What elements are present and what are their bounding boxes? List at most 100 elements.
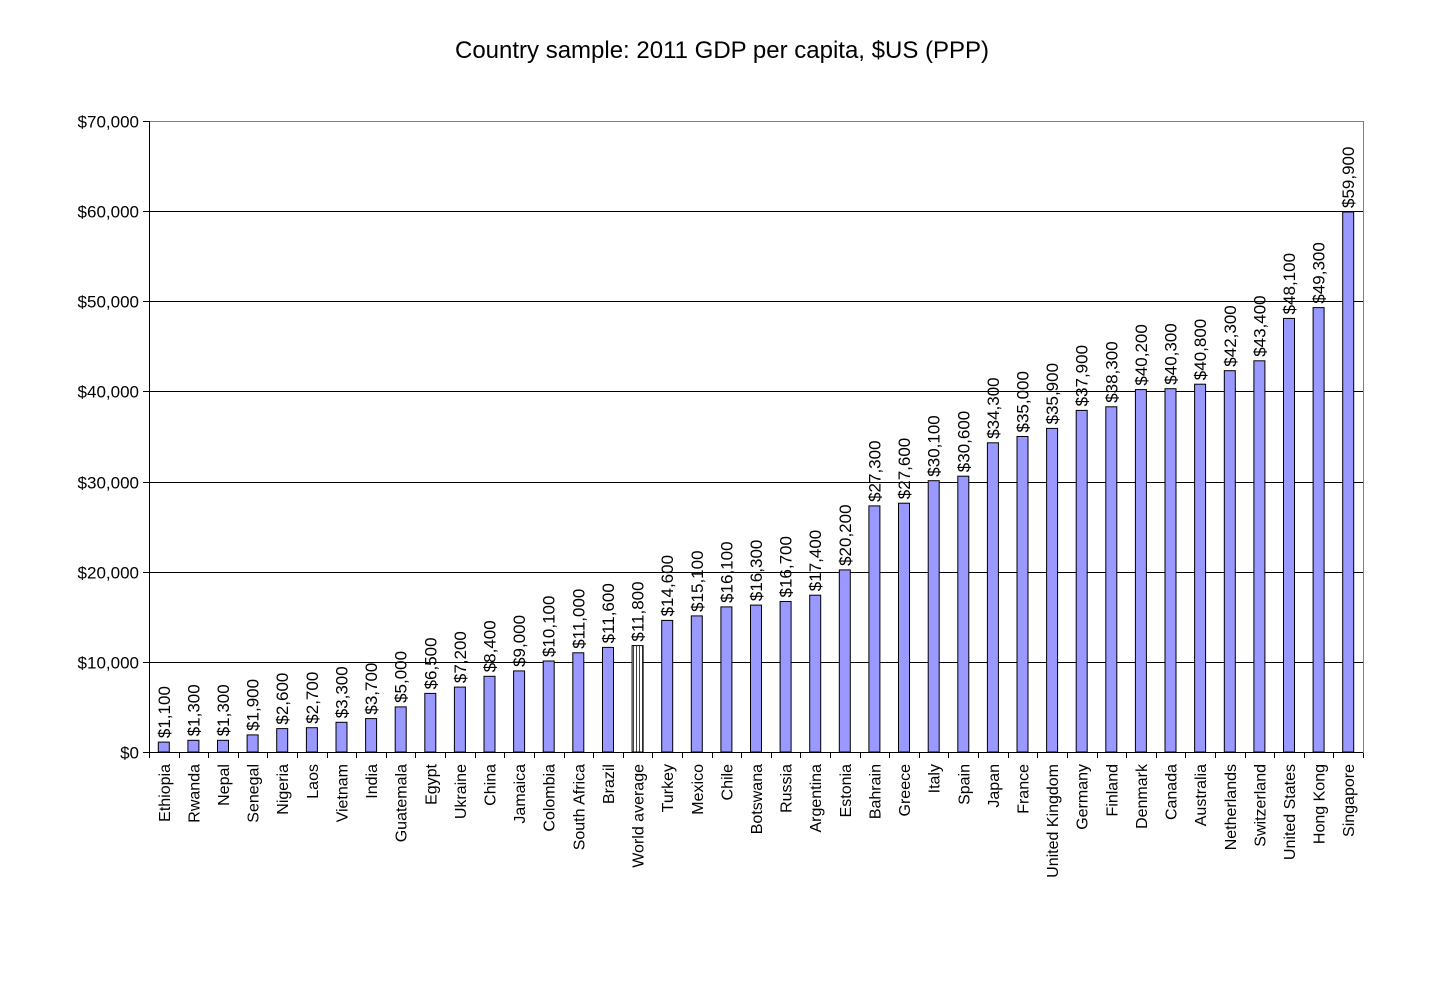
category-label: South Africa bbox=[571, 764, 588, 850]
chart-title: Country sample: 2011 GDP per capita, $US… bbox=[455, 37, 989, 64]
category-label: India bbox=[364, 764, 381, 799]
y-tick-label: $0 bbox=[120, 744, 139, 763]
category-label: United States bbox=[1282, 764, 1299, 860]
y-axis-ticks: $0 $10,000 $20,000 $30,000 $40,000 $50,000 $60… bbox=[78, 113, 149, 763]
bar bbox=[1075, 409, 1088, 753]
data-labels: $1,100 $1,300 $1,300 $1,900 $2,600 $2,700 $3,3… bbox=[155, 147, 1358, 739]
data-label: $2,600 bbox=[273, 673, 292, 725]
data-label: $35,000 bbox=[1014, 371, 1033, 432]
data-label: $35,900 bbox=[1043, 363, 1062, 424]
bar bbox=[898, 502, 910, 753]
category-label: Singapore bbox=[1341, 764, 1358, 837]
category-label: China bbox=[483, 764, 500, 806]
data-label: $1,300 bbox=[184, 684, 203, 736]
data-label: $42,300 bbox=[1221, 305, 1240, 366]
category-label: Botswana bbox=[749, 764, 766, 834]
category-label: Italy bbox=[927, 764, 944, 793]
bar bbox=[779, 601, 792, 753]
category-label: Argentina bbox=[808, 764, 825, 833]
y-tick-label: $50,000 bbox=[78, 293, 139, 312]
data-label: $40,300 bbox=[1162, 323, 1181, 384]
category-label: Ukraine bbox=[453, 764, 470, 819]
category-label: Senegal bbox=[246, 764, 263, 823]
data-label: $20,200 bbox=[836, 504, 855, 565]
data-label: $11,600 bbox=[599, 583, 618, 643]
data-label: $11,000 bbox=[569, 589, 588, 649]
x-axis-categories: Ethiopia Rwanda Nepal Senegal Nigeria Laos Vie… bbox=[157, 763, 1358, 878]
category-label: Colombia bbox=[542, 764, 559, 832]
data-label: $40,200 bbox=[1132, 324, 1151, 385]
bar bbox=[1016, 436, 1029, 753]
bar bbox=[868, 505, 881, 753]
bar bbox=[927, 480, 940, 753]
bar bbox=[690, 615, 703, 753]
bar bbox=[394, 706, 407, 753]
bar-world-average bbox=[631, 645, 644, 753]
axes bbox=[149, 121, 1364, 758]
bar bbox=[1312, 307, 1325, 753]
category-label: Russia bbox=[779, 764, 796, 813]
bar bbox=[1283, 317, 1295, 753]
bar bbox=[187, 739, 200, 753]
category-label: Mexico bbox=[690, 764, 707, 815]
category-label: Japan bbox=[986, 764, 1003, 808]
category-label: France bbox=[1016, 764, 1033, 814]
bar bbox=[720, 606, 733, 753]
bar bbox=[157, 741, 170, 753]
bar bbox=[246, 734, 259, 753]
category-label: Nepal bbox=[216, 764, 233, 806]
bar bbox=[1164, 388, 1177, 753]
bar bbox=[1046, 427, 1059, 753]
category-label: Hong Kong bbox=[1312, 764, 1329, 844]
bar bbox=[572, 652, 585, 753]
data-label: $5,000 bbox=[392, 651, 411, 703]
bar bbox=[217, 739, 229, 753]
data-label: $27,600 bbox=[895, 438, 914, 499]
data-label: $3,300 bbox=[333, 666, 352, 718]
bar bbox=[838, 569, 851, 753]
bar bbox=[335, 721, 348, 753]
data-label: $59,900 bbox=[1339, 147, 1358, 208]
category-label: Turkey bbox=[660, 764, 677, 812]
data-label: $1,300 bbox=[214, 684, 233, 736]
bar bbox=[809, 594, 822, 753]
data-label: $16,300 bbox=[747, 540, 766, 601]
category-label: Switzerland bbox=[1252, 764, 1269, 847]
category-label: Spain bbox=[956, 764, 973, 805]
bar bbox=[424, 692, 437, 753]
category-label: Guatemala bbox=[394, 764, 411, 842]
category-label: Laos bbox=[305, 764, 322, 799]
category-label: Brazil bbox=[601, 764, 618, 804]
data-label: $10,100 bbox=[540, 596, 559, 657]
category-label: World average bbox=[631, 764, 648, 868]
data-label: $8,400 bbox=[481, 620, 500, 672]
category-label: United Kingdom bbox=[1045, 764, 1062, 878]
bar bbox=[957, 475, 970, 753]
data-label: $37,900 bbox=[1073, 345, 1092, 406]
bar bbox=[453, 686, 466, 753]
y-tick-label: $10,000 bbox=[78, 654, 139, 673]
bar bbox=[661, 619, 674, 753]
data-label: $16,700 bbox=[777, 536, 796, 597]
bar bbox=[1342, 211, 1355, 753]
data-label: $30,600 bbox=[954, 411, 973, 472]
bar bbox=[365, 718, 378, 753]
data-label: $3,700 bbox=[362, 663, 381, 715]
data-label: $14,600 bbox=[658, 555, 677, 616]
data-label: $34,300 bbox=[984, 377, 1003, 438]
category-label: Finland bbox=[1104, 764, 1121, 816]
category-label: Rwanda bbox=[186, 764, 203, 823]
bar bbox=[1223, 370, 1236, 753]
category-label: Denmark bbox=[1134, 763, 1151, 829]
bar bbox=[602, 646, 614, 753]
category-label: Germany bbox=[1075, 764, 1092, 830]
y-tick-label: $70,000 bbox=[78, 113, 139, 132]
category-label: Canada bbox=[1164, 764, 1181, 820]
bar bbox=[1194, 383, 1207, 753]
category-label: Greece bbox=[897, 764, 914, 817]
bar bbox=[1105, 406, 1118, 753]
category-label: Jamaica bbox=[512, 764, 529, 824]
bar bbox=[542, 660, 555, 753]
data-label: $38,300 bbox=[1102, 341, 1121, 402]
